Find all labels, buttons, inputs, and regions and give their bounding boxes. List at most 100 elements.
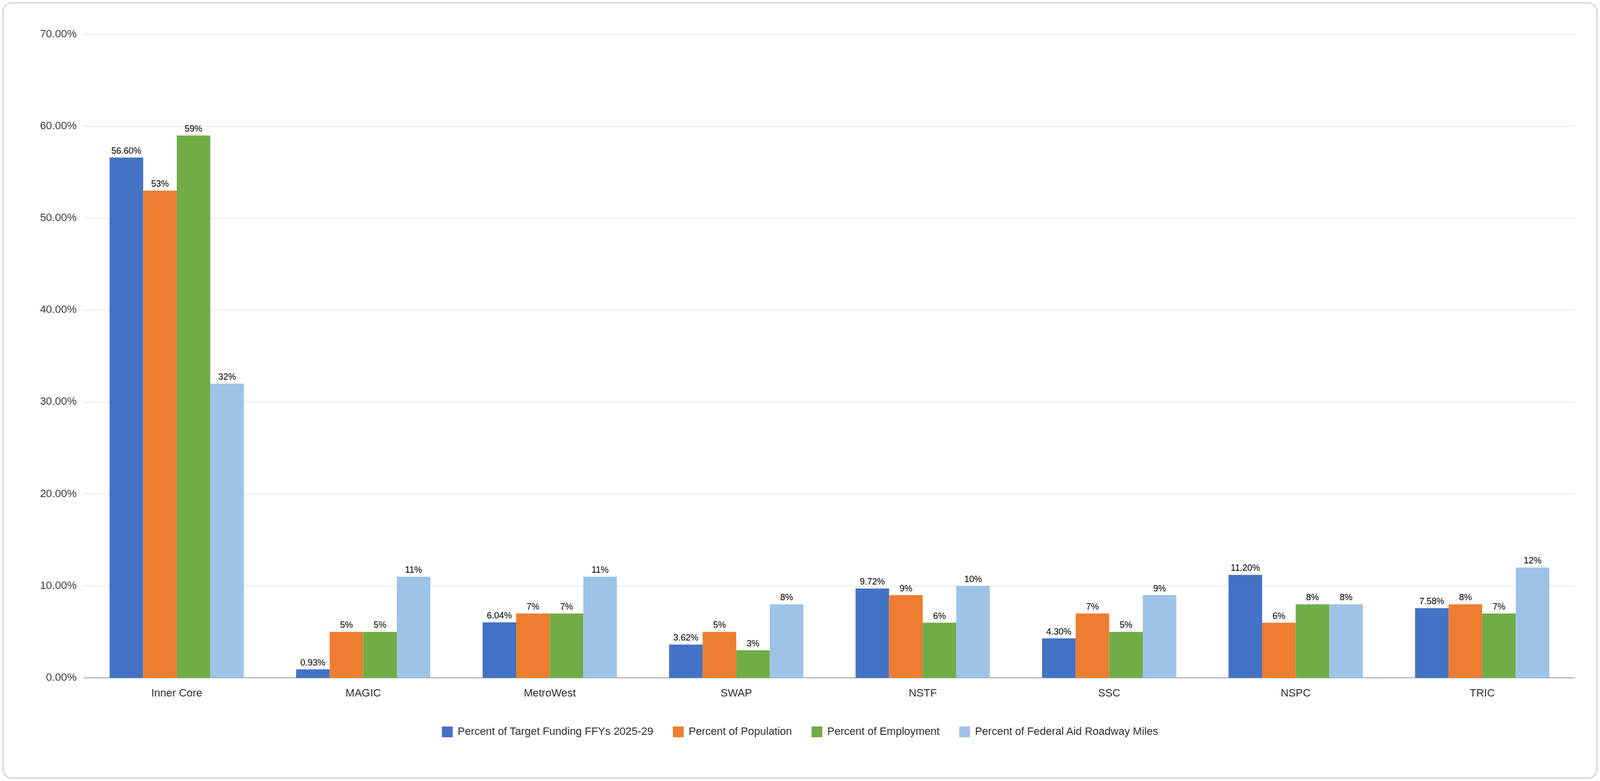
data-labels: 56.60% 0.93% 6.04% 3.62% 9.72% 4.30% 11.20% 7.5… <box>111 123 1542 668</box>
data-label: 5% <box>373 619 387 630</box>
data-label: 9% <box>1153 583 1166 594</box>
legend: Percent of Target Funding FFYs 2025-29 Pe… <box>441 724 1159 738</box>
y-tick-label: 20.00% <box>39 487 77 500</box>
bar <box>1448 604 1483 678</box>
bar <box>1482 613 1516 678</box>
bar <box>109 157 143 678</box>
bar <box>855 588 889 678</box>
data-label: 8% <box>1306 592 1320 603</box>
grid <box>83 34 1576 678</box>
bar <box>1109 631 1143 678</box>
bar <box>1515 567 1549 678</box>
data-label: 5% <box>713 619 726 630</box>
grid-line <box>83 218 1576 219</box>
legend-label: Percent of Population <box>688 724 792 738</box>
x-tick-label: Inner Core <box>151 686 203 699</box>
bar <box>143 190 177 678</box>
y-tick-label: 70.00% <box>39 27 77 40</box>
data-label: 7.58% <box>1419 596 1445 607</box>
grid-line <box>83 585 1576 586</box>
data-label: 9% <box>899 583 913 594</box>
bar <box>482 622 517 678</box>
bar <box>1414 607 1449 678</box>
grid-line <box>83 401 1576 403</box>
data-label: 12% <box>1523 555 1542 566</box>
bar <box>549 613 583 678</box>
legend-swatch <box>441 726 453 738</box>
bar <box>956 585 990 678</box>
bar <box>736 650 770 678</box>
bar <box>889 595 923 678</box>
bars <box>109 135 1550 678</box>
data-label: 6% <box>933 610 946 621</box>
y-tick-label: 10.00% <box>39 579 77 592</box>
bar <box>702 631 737 678</box>
bar <box>583 576 617 678</box>
data-label: 9.72% <box>859 576 885 587</box>
data-label: 6% <box>1272 610 1286 621</box>
data-label: 10% <box>964 574 982 584</box>
legend-item: Percent of Federal Aid Roadway Miles <box>959 724 1159 738</box>
bar <box>296 669 330 678</box>
x-tick-label: SSC <box>1098 686 1121 699</box>
bar <box>769 604 803 678</box>
y-tick-label: 50.00% <box>39 211 77 224</box>
bar <box>1075 613 1109 678</box>
data-label: 32% <box>218 371 236 382</box>
data-label: 8% <box>1459 592 1472 603</box>
data-label: 3.62% <box>673 632 699 643</box>
bar <box>176 135 211 678</box>
y-tick-label: 40.00% <box>39 303 77 316</box>
legend-swatch <box>959 726 970 738</box>
bar <box>363 631 397 678</box>
bar <box>1228 574 1263 678</box>
x-tick-label: SWAP <box>720 686 752 699</box>
data-label: 7% <box>560 601 574 612</box>
data-label: 0.93% <box>300 657 326 668</box>
bar <box>922 622 957 678</box>
data-label: 6.04% <box>486 610 512 621</box>
x-tick-label: NSTF <box>908 686 937 699</box>
legend-item: Percent of Population <box>672 724 792 738</box>
bar <box>1295 604 1329 678</box>
data-label: 56.60% <box>111 145 142 156</box>
data-label: 11.20% <box>1230 562 1261 573</box>
bar <box>516 613 550 678</box>
legend-label: Percent of Target Funding FFYs 2025-29 <box>457 724 654 738</box>
data-label: 59% <box>184 123 203 134</box>
x-tick-label: TRIC <box>1469 686 1495 699</box>
data-label: 8% <box>780 592 794 603</box>
legend-swatch <box>811 726 823 738</box>
bar <box>668 644 703 678</box>
grid-line <box>83 493 1576 495</box>
bar <box>1142 595 1177 678</box>
x-tick-label: MetroWest <box>523 686 576 699</box>
data-label: 5% <box>1119 619 1133 630</box>
bar <box>396 576 431 678</box>
y-tick-label: 30.00% <box>39 394 77 408</box>
data-label: 8% <box>1339 592 1353 603</box>
y-tick-label: 0.00% <box>46 670 77 684</box>
frame <box>2 2 1598 778</box>
data-label: 11% <box>591 564 609 575</box>
data-label: 4.30% <box>1046 626 1072 637</box>
legend-swatch <box>672 726 684 738</box>
bar <box>210 383 244 678</box>
grid-line <box>83 309 1576 311</box>
y-tick-label: 60.00% <box>39 119 77 132</box>
bar <box>329 631 363 678</box>
data-label: 7% <box>526 601 540 612</box>
data-label: 5% <box>339 619 353 630</box>
grid-line <box>83 34 1576 35</box>
bar <box>1042 638 1076 678</box>
data-label: 7% <box>1492 601 1506 612</box>
data-label: 3% <box>746 638 760 649</box>
data-label: 53% <box>151 178 169 189</box>
bar <box>1329 604 1363 678</box>
data-label: 11% <box>405 564 423 575</box>
x-tick-label: MAGIC <box>345 686 382 699</box>
bar <box>1262 622 1296 678</box>
x-tick-label: NSPC <box>1280 686 1311 699</box>
legend-item: Percent of Employment <box>811 724 940 738</box>
data-label: 7% <box>1085 601 1099 612</box>
